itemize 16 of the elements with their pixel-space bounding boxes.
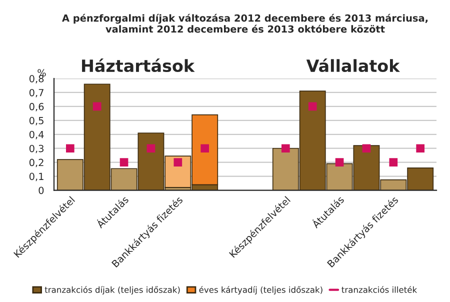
legend-label: éves kártyadíj (teljes időszak) [199, 286, 322, 294]
y-axis-title: % [38, 69, 46, 76]
text: Háztartások [82, 58, 195, 72]
y-tick-label: 0,8 [29, 75, 44, 84]
y-tick-label: 0,1 [29, 172, 44, 182]
legend-label: tranzakciós illeték [342, 286, 418, 293]
chart-title: A pénzforgalmi díjak változása 2012 decembere és 2013 márciusa, valamint 2012 decembere és 2013 októbere között [62, 14, 428, 33]
y-tick-label: 0,3 [29, 144, 44, 154]
text: Vállalatok [306, 58, 400, 72]
legend-label: tranzakciós díjak (teljes időszak) [44, 286, 180, 294]
y-tick-label: 0,6 [29, 102, 44, 112]
y-tick-label: 0,5 [29, 116, 44, 126]
y-tick-label: 0,4 [29, 130, 44, 140]
y-tick-label: 0,7 [29, 88, 44, 98]
y-tick-label: 0 [38, 186, 44, 194]
y-tick-label: 0,2 [29, 158, 44, 168]
